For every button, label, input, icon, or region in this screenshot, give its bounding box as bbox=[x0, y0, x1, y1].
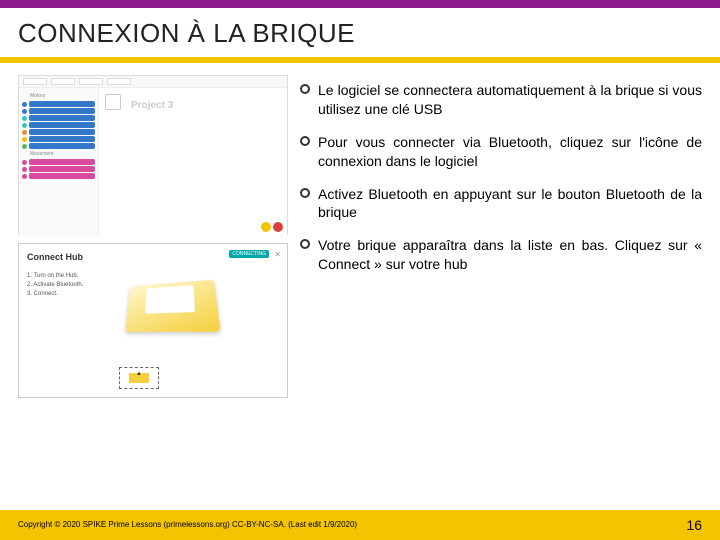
bullet-text: Pour vous connecter via Bluetooth, cliqu… bbox=[318, 133, 702, 171]
play-button bbox=[261, 222, 271, 232]
slide-content: Motors Movement Project 3 bbox=[0, 63, 720, 398]
hub-3d-render bbox=[125, 280, 220, 332]
app-tab bbox=[107, 78, 131, 85]
bluetooth-button-callout bbox=[119, 367, 159, 389]
palette-category: Motors bbox=[30, 93, 95, 99]
bullet-marker-icon bbox=[300, 239, 310, 249]
block-palette: Motors Movement bbox=[19, 88, 99, 236]
right-column: Le logiciel se connectera automatiquemen… bbox=[300, 75, 702, 398]
page-number: 16 bbox=[686, 517, 702, 533]
close-icon: ✕ bbox=[274, 250, 281, 259]
connect-hub-dialog: Connect Hub CONNECTING ✕ 1. Turn on the … bbox=[18, 243, 288, 398]
slide-header: CONNEXION À LA BRIQUE bbox=[0, 8, 720, 63]
bullet-text: Votre brique apparaîtra dans la liste en… bbox=[318, 236, 702, 274]
copyright-text: Copyright © 2020 SPIKE Prime Lessons (pr… bbox=[18, 520, 357, 530]
bullet-item: Activez Bluetooth en appuyant sur le bou… bbox=[300, 185, 702, 223]
bullet-item: Votre brique apparaîtra dans la liste en… bbox=[300, 236, 702, 274]
app-tab bbox=[79, 78, 103, 85]
project-title: Project 3 bbox=[131, 100, 173, 111]
software-screenshot: Motors Movement Project 3 bbox=[18, 75, 288, 235]
slide-footer: Copyright © 2020 SPIKE Prime Lessons (pr… bbox=[0, 510, 720, 540]
run-controls bbox=[261, 222, 283, 232]
bullet-item: Pour vous connecter via Bluetooth, cliqu… bbox=[300, 133, 702, 171]
app-tab bbox=[23, 78, 47, 85]
bullet-marker-icon bbox=[300, 136, 310, 146]
app-tab-bar bbox=[19, 76, 287, 88]
bullet-text: Activez Bluetooth en appuyant sur le bou… bbox=[318, 185, 702, 223]
top-accent-stripe bbox=[0, 0, 720, 8]
hub-icon bbox=[105, 94, 121, 110]
bullet-item: Le logiciel se connectera automatiquemen… bbox=[300, 81, 702, 119]
bluetooth-button-zoom bbox=[129, 373, 149, 383]
bullet-marker-icon bbox=[300, 84, 310, 94]
app-tab bbox=[51, 78, 75, 85]
connecting-badge: CONNECTING bbox=[229, 250, 269, 258]
palette-category: Movement bbox=[30, 151, 95, 157]
bullet-marker-icon bbox=[300, 188, 310, 198]
stop-button bbox=[273, 222, 283, 232]
bullet-text: Le logiciel se connectera automatiquemen… bbox=[318, 81, 702, 119]
canvas-area: Project 3 bbox=[99, 88, 287, 236]
hub-illustration bbox=[109, 276, 229, 336]
app-body: Motors Movement Project 3 bbox=[19, 88, 287, 236]
left-column: Motors Movement Project 3 bbox=[18, 75, 288, 398]
slide-title: CONNEXION À LA BRIQUE bbox=[18, 18, 702, 49]
